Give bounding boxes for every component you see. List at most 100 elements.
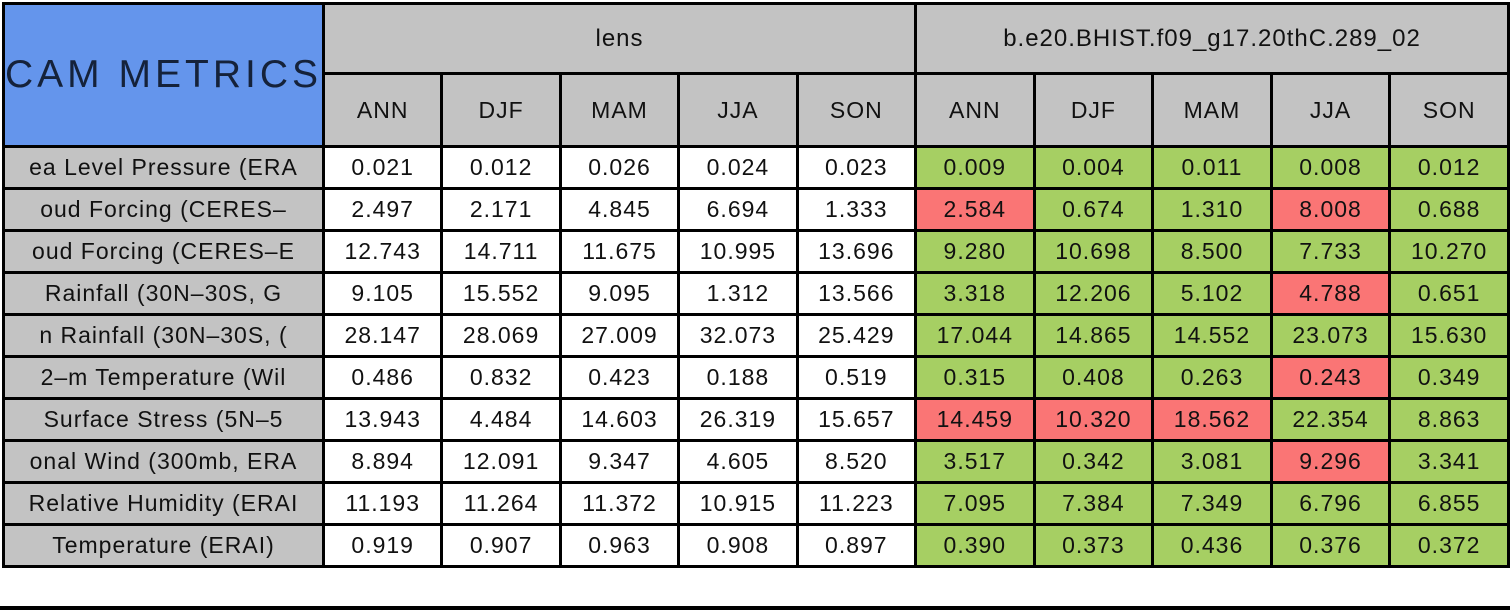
metric-row: oud Forcing (CERES–E 12.743 14.711 11.675 10… [2,229,1510,274]
metric-label: 2–m Temperature (Wil [2,355,325,400]
lens-value-cell: 11.675 [558,229,681,274]
lens-value-cell: 0.188 [677,355,799,400]
case-value-cell: 8.500 [1151,229,1273,274]
metric-row: Relative Humidity (ERAI 11.193 11.264 11.37… [2,481,1510,526]
case-value-cell: 0.349 [1388,355,1510,400]
case-value-cell: 0.688 [1388,187,1510,232]
metric-label: onal Wind (300mb, ERA [2,439,325,484]
case-value-cell: 0.651 [1388,271,1510,316]
lens-value-cell: 15.552 [440,271,562,316]
case-value-cell: 0.373 [1032,523,1155,568]
case-value-cell: 10.698 [1032,229,1155,274]
metric-label: oud Forcing (CERES–E [2,229,325,274]
season-header-row: ANN DJF MAM JJA SON ANN DJF MAM JJA SON [4,72,1510,148]
case-value-cell: 0.372 [1388,523,1510,568]
season-header-case: DJF [1032,72,1155,148]
metric-label: Rainfall (30N–30S, G [2,271,325,316]
metric-label: Relative Humidity (ERAI [2,481,325,526]
lens-value-cell: 0.024 [677,145,799,190]
bottom-border-rule [0,606,1510,610]
case-value-cell: 12.206 [1032,271,1155,316]
case-value-cell: 0.008 [1269,145,1392,190]
case-value-cell: 0.009 [914,145,1036,190]
case-value-cell: 17.044 [914,313,1036,358]
case-value-cell: 23.073 [1269,313,1392,358]
lens-value-cell: 11.372 [558,481,681,526]
metric-row: Temperature (ERAI) 0.919 0.907 0.963 0.908 0.… [2,523,1510,568]
lens-value-cell: 0.021 [321,145,444,190]
case-value-cell: 3.341 [1388,439,1510,484]
lens-value-cell: 9.105 [321,271,444,316]
lens-value-cell: 0.486 [321,355,444,400]
case-value-cell: 0.408 [1032,355,1155,400]
case-value-cell: 0.012 [1388,145,1510,190]
case-value-cell: 4.788 [1269,271,1392,316]
column-group-lens: lens [321,2,918,75]
case-value-cell: 10.320 [1032,397,1155,442]
metric-row: Rainfall (30N–30S, G 9.105 15.552 9.095 1.31… [2,271,1510,316]
season-header-lens: JJA [677,72,799,148]
case-value-cell: 9.296 [1269,439,1392,484]
metric-row: ea Level Pressure (ERA 0.021 0.012 0.026 0.0… [2,145,1510,190]
lens-value-cell: 0.026 [558,145,681,190]
lens-value-cell: 1.333 [795,187,918,232]
lens-value-cell: 14.711 [440,229,562,274]
case-value-cell: 8.008 [1269,187,1392,232]
table-title: CAM METRICS [2,2,325,148]
case-value-cell: 22.354 [1269,397,1392,442]
lens-value-cell: 10.995 [677,229,799,274]
season-header-lens: ANN [321,72,444,148]
case-value-cell: 6.796 [1269,481,1392,526]
group-header-row: CAM METRICS lens b.e20.BHIST.f09_g17.20t… [2,2,1510,148]
lens-value-cell: 0.519 [795,355,918,400]
case-value-cell: 0.011 [1151,145,1273,190]
season-header-lens: MAM [558,72,681,148]
case-value-cell: 7.349 [1151,481,1273,526]
metric-label: Surface Stress (5N–5 [2,397,325,442]
case-value-cell: 0.342 [1032,439,1155,484]
lens-value-cell: 12.743 [321,229,444,274]
lens-value-cell: 9.095 [558,271,681,316]
case-value-cell: 0.376 [1269,523,1392,568]
lens-value-cell: 28.147 [321,313,444,358]
lens-value-cell: 0.907 [440,523,562,568]
season-header-lens: SON [795,72,918,148]
lens-value-cell: 11.223 [795,481,918,526]
lens-value-cell: 2.171 [440,187,562,232]
case-value-cell: 0.436 [1151,523,1273,568]
case-value-cell: 15.630 [1388,313,1510,358]
lens-value-cell: 0.012 [440,145,562,190]
lens-value-cell: 9.347 [558,439,681,484]
case-value-cell: 3.081 [1151,439,1273,484]
lens-value-cell: 11.264 [440,481,562,526]
lens-value-cell: 11.193 [321,481,444,526]
season-header-case: JJA [1269,72,1392,148]
lens-value-cell: 27.009 [558,313,681,358]
case-value-cell: 14.459 [914,397,1036,442]
cam-metrics-table: CAM METRICS lens b.e20.BHIST.f09_g17.20t… [2,2,1510,568]
lens-value-cell: 15.657 [795,397,918,442]
lens-value-cell: 8.520 [795,439,918,484]
lens-value-cell: 0.023 [795,145,918,190]
metric-row: onal Wind (300mb, ERA 8.894 12.091 9.347 4.6… [2,439,1510,484]
lens-value-cell: 4.845 [558,187,681,232]
lens-value-cell: 0.423 [558,355,681,400]
case-value-cell: 0.263 [1151,355,1273,400]
metric-label: ea Level Pressure (ERA [2,145,325,190]
case-value-cell: 3.517 [914,439,1036,484]
lens-value-cell: 13.943 [321,397,444,442]
lens-value-cell: 0.908 [677,523,799,568]
season-header-lens: DJF [440,72,562,148]
metric-row: 2–m Temperature (Wil 0.486 0.832 0.423 0.188… [2,355,1510,400]
case-value-cell: 3.318 [914,271,1036,316]
lens-value-cell: 6.694 [677,187,799,232]
lens-value-cell: 10.915 [677,481,799,526]
metric-label: Temperature (ERAI) [2,523,325,568]
metric-row: oud Forcing (CERES– 2.497 2.171 4.845 6.694 1… [2,187,1510,232]
case-value-cell: 2.584 [914,187,1036,232]
case-value-cell: 0.390 [914,523,1036,568]
case-value-cell: 8.863 [1388,397,1510,442]
lens-value-cell: 13.696 [795,229,918,274]
metric-row: Surface Stress (5N–5 13.943 4.484 14.603 26.… [2,397,1510,442]
case-value-cell: 9.280 [914,229,1036,274]
